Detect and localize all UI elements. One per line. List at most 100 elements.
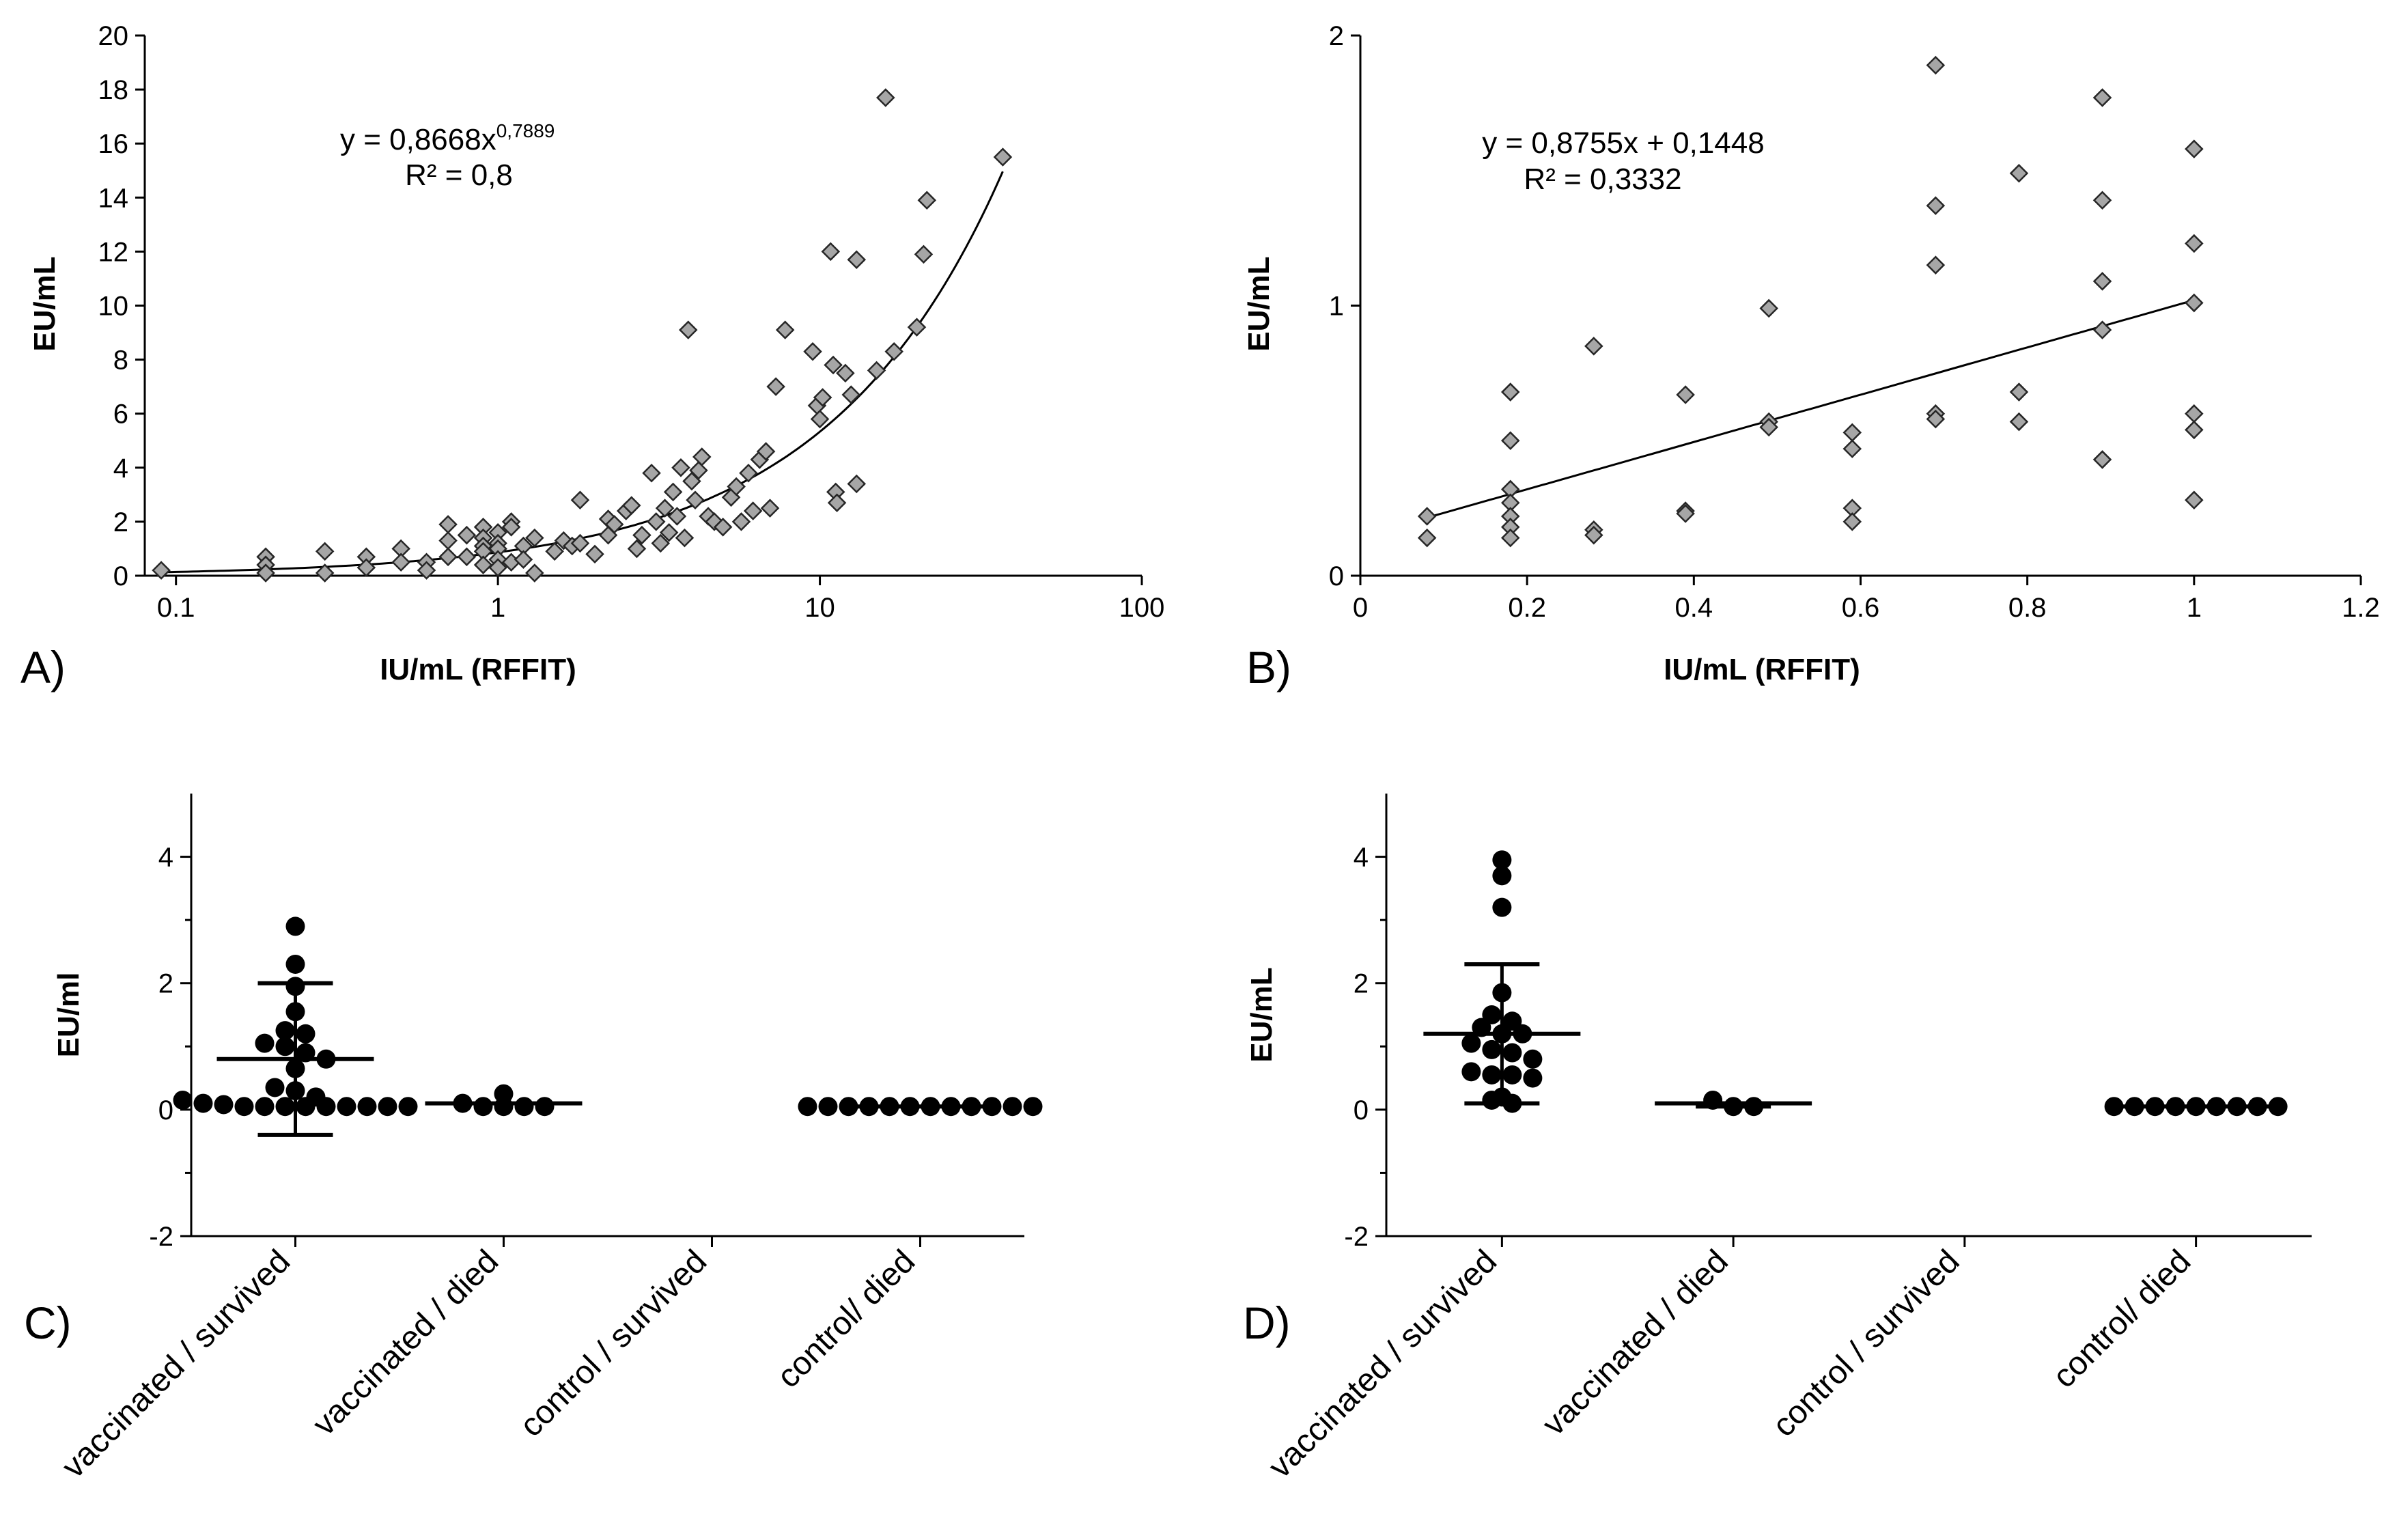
r-squared: R² = 0,3332 [1524,163,1681,196]
equation: y = 0,8755x + 0,1448 [1482,126,1764,160]
data-point [2009,412,2029,432]
data-point [391,552,410,572]
data-point [2185,404,2204,423]
data-point [1492,866,1512,886]
y-tick-label: 8 [113,346,128,376]
data-point [798,1097,817,1117]
data-point [692,447,712,466]
data-point [1523,1049,1543,1069]
panel-D: -2 0 2 4 vaccinated / survived vaccinated / d… [1243,794,2312,1485]
panel-label: D) [1243,1298,1291,1348]
data-point [621,496,641,515]
panel-label: C) [24,1298,72,1348]
data-point [545,542,564,561]
data-point [2185,234,2204,253]
y-tick-label: 14 [98,183,129,213]
y-axis-label: EU/ml [52,972,85,1058]
data-point [473,555,493,574]
data-point [585,544,604,564]
data-point [234,1097,254,1117]
data-point [535,1097,555,1117]
data-point [1926,196,1946,215]
data-point [1500,431,1520,451]
data-point [296,1024,316,1044]
data-point [689,460,708,480]
data-point [836,363,855,383]
data-point [739,463,758,483]
data-point [675,528,695,548]
data-point [756,442,776,461]
panel-B: 0 1 2 0 0.2 0.4 0.6 0.8 1 1.2 IU/mL (RFFIT) EU/mL B)… [1242,21,2380,692]
data-point [255,1033,275,1053]
data-point [1926,55,1946,75]
x-tick-label: 100 [1119,593,1165,623]
y-tick-label: 20 [98,21,129,51]
panel-label: A) [20,642,66,692]
data-point [2092,272,2112,291]
y-tick-label: 18 [98,75,129,105]
data-point [285,954,305,974]
data-point [2009,382,2029,402]
data-point [501,518,521,537]
data-point [2185,293,2204,313]
data-point [821,242,841,262]
data-point [152,561,171,580]
data-point [1926,409,1946,429]
data-point [1482,1005,1502,1024]
data-point [731,512,751,531]
equation-main: y = 0,8668x [340,123,496,156]
data-point [1023,1097,1043,1117]
data-point [727,477,746,496]
data-point [1500,528,1520,548]
data-point [1842,512,1862,531]
category-label: control/ died [2046,1243,2198,1395]
data-point [632,525,651,545]
x-tick-label: 0.1 [157,593,195,623]
category-label: vaccinated / survived [1262,1243,1504,1485]
category-label: vaccinated / survived [55,1243,297,1485]
data-point [275,1097,295,1117]
data-point [1417,507,1437,526]
data-point [2092,320,2112,339]
data-point [2092,88,2112,107]
data-point [1759,298,1778,318]
y-tick-label: 0 [1329,561,1344,591]
y-axis-label: EU/mL [1245,967,1278,1062]
data-point [2104,1097,2124,1117]
data-point [398,1097,418,1117]
data-point [671,458,690,477]
data-point [488,558,507,577]
y-tick-label: 4 [158,843,173,873]
data-point [914,244,934,264]
data-point [570,533,590,553]
panel-label: B) [1246,642,1291,692]
data-point [570,490,590,510]
r-squared: R² = 0,8 [405,158,513,192]
data-point [438,531,458,550]
data-point [867,361,886,380]
data-point [1584,337,1603,356]
y-tick-label: 1 [1329,292,1344,322]
data-point [1842,423,1862,443]
data-point [457,525,477,545]
data-point [993,148,1013,167]
x-axis-label: IU/mL (RFFIT) [1664,653,1860,686]
y-tick-label: 0 [113,561,128,591]
data-point [810,409,830,429]
data-point [847,474,867,494]
data-point [1502,1011,1522,1031]
data-point [604,515,624,534]
data-point [514,1097,534,1117]
data-point [1482,1065,1502,1084]
data-point [847,250,867,270]
data-point [775,320,795,339]
data-point [2185,139,2204,158]
data-point [663,482,683,502]
data-point [682,471,701,491]
y-tick-label: 16 [98,129,129,159]
y-tick-label: 2 [1329,21,1344,51]
data-point [651,533,671,553]
category-label: control / survived [1766,1243,1967,1444]
x-axis-label: IU/mL (RFFIT) [380,653,576,686]
data-point [1003,1097,1022,1117]
